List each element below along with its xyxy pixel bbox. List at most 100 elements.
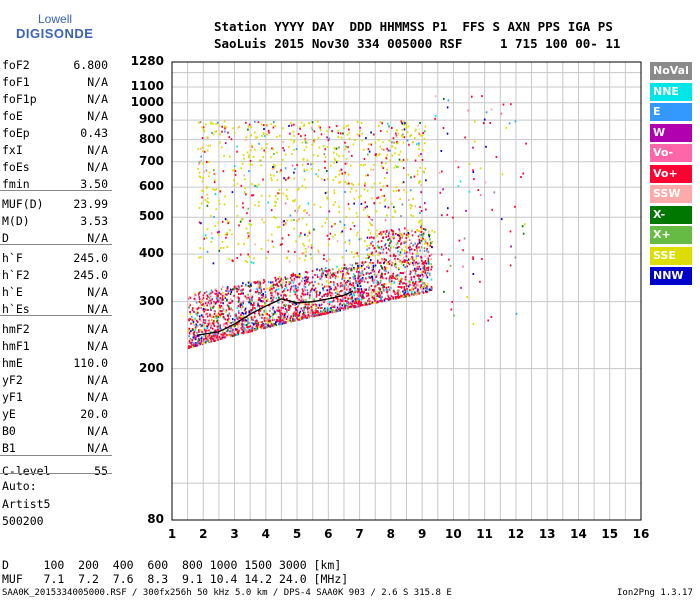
echo-point <box>223 324 225 327</box>
echo-point <box>266 320 268 323</box>
echo-point <box>405 122 408 125</box>
echo-point <box>359 272 362 275</box>
echo-point <box>227 313 230 316</box>
param-row: foEs N/A <box>2 160 108 177</box>
echo-point <box>187 329 190 332</box>
echo-point <box>372 264 375 267</box>
echo-point <box>266 133 268 136</box>
echo-point <box>265 325 267 328</box>
echo-point <box>334 286 337 289</box>
echo-point <box>277 285 280 288</box>
echo-point <box>204 329 206 331</box>
echo-point <box>341 289 343 292</box>
echo-point <box>255 291 257 294</box>
echo-point <box>401 248 403 251</box>
echo-point <box>190 330 192 333</box>
echo-point <box>256 322 259 325</box>
echo-point <box>373 202 376 205</box>
echo-point <box>204 198 207 201</box>
echo-point <box>286 195 288 198</box>
echo-point <box>324 310 327 313</box>
echo-point <box>263 135 266 138</box>
echo-point <box>276 179 279 182</box>
echo-point <box>481 258 483 260</box>
echo-point <box>500 218 503 221</box>
echo-point <box>247 237 249 240</box>
echo-point <box>212 319 215 322</box>
param-separator <box>0 244 112 245</box>
echo-point <box>359 294 361 297</box>
echo-point <box>313 298 315 301</box>
echo-point <box>345 125 348 128</box>
echo-point <box>396 289 399 292</box>
echo-point <box>311 128 314 131</box>
echo-point <box>299 126 301 129</box>
echo-point <box>304 138 307 141</box>
echo-point <box>276 151 278 154</box>
echo-point <box>241 306 244 309</box>
echo-point <box>271 168 274 170</box>
echo-point <box>209 314 211 317</box>
echo-point <box>381 283 384 286</box>
echo-point <box>259 280 261 283</box>
echo-point <box>420 222 423 225</box>
echo-point <box>272 166 274 168</box>
echo-point <box>395 247 397 249</box>
echo-point <box>308 303 310 306</box>
echo-point <box>200 300 203 303</box>
echo-point <box>198 161 201 164</box>
echo-point <box>375 298 378 301</box>
echo-point <box>194 299 197 302</box>
echo-point <box>381 267 384 270</box>
echo-point <box>367 148 370 151</box>
echo-point <box>215 290 218 293</box>
echo-point <box>502 103 505 106</box>
echo-point <box>360 237 363 240</box>
echo-point <box>382 185 384 188</box>
echo-point <box>427 260 430 263</box>
echo-point <box>292 199 294 202</box>
echo-point <box>380 188 382 191</box>
echo-point <box>386 153 388 156</box>
echo-point <box>404 289 407 292</box>
echo-point <box>210 215 212 218</box>
echo-point <box>278 192 281 195</box>
echo-point <box>422 275 425 278</box>
echo-point <box>192 342 195 345</box>
echo-point <box>256 280 259 283</box>
echo-point <box>407 125 410 128</box>
echo-point <box>276 135 278 138</box>
echo-point <box>212 262 215 265</box>
echo-point <box>372 254 374 257</box>
echo-point <box>340 271 343 274</box>
echo-point <box>423 266 426 269</box>
echo-point <box>329 286 332 288</box>
echo-point <box>400 280 402 283</box>
echo-point <box>306 271 309 274</box>
echo-point <box>403 123 406 126</box>
echo-point <box>292 281 294 284</box>
echo-point <box>434 114 437 117</box>
echo-point <box>232 332 235 335</box>
echo-point <box>250 223 253 226</box>
echo-point <box>287 234 290 237</box>
echo-point <box>428 233 430 236</box>
echo-point <box>375 274 378 277</box>
echo-point <box>367 281 369 284</box>
echo-point <box>264 302 266 304</box>
echo-point <box>349 283 351 286</box>
echo-point <box>434 95 437 98</box>
echo-point <box>239 289 242 292</box>
echo-point <box>249 160 252 162</box>
echo-point <box>260 286 262 289</box>
echo-point <box>244 318 246 321</box>
echo-point <box>399 280 401 283</box>
echo-point <box>379 261 381 264</box>
echo-point <box>298 257 301 260</box>
echo-point <box>326 310 329 313</box>
echo-point <box>409 281 411 284</box>
echo-point <box>381 300 383 303</box>
echo-point <box>303 306 305 309</box>
echo-point <box>279 319 281 321</box>
echo-point <box>378 232 381 235</box>
